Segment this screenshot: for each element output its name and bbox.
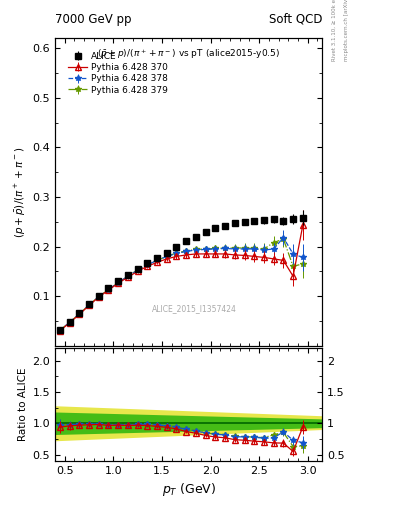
- Text: Soft QCD: Soft QCD: [269, 13, 322, 26]
- Text: ALICE_2015_I1357424: ALICE_2015_I1357424: [152, 304, 237, 313]
- Y-axis label: $(p + \bar{p})/(\pi^+ + \pi^-)$: $(p + \bar{p})/(\pi^+ + \pi^-)$: [13, 146, 28, 238]
- Text: mcplots.cern.ch [arXiv:1306.3436]: mcplots.cern.ch [arXiv:1306.3436]: [344, 0, 349, 61]
- X-axis label: $p_T$ (GeV): $p_T$ (GeV): [162, 481, 216, 498]
- Y-axis label: Ratio to ALICE: Ratio to ALICE: [18, 368, 28, 441]
- Legend: ALICE, Pythia 6.428 370, Pythia 6.428 378, Pythia 6.428 379: ALICE, Pythia 6.428 370, Pythia 6.428 37…: [65, 49, 171, 97]
- Text: 7000 GeV pp: 7000 GeV pp: [55, 13, 132, 26]
- Text: $(\bar{p}+p)/(\pi^++\pi^-)$ vs pT (alice2015-y0.5): $(\bar{p}+p)/(\pi^++\pi^-)$ vs pT (alice…: [97, 48, 280, 61]
- Text: Rivet 3.1.10, ≥ 100k events: Rivet 3.1.10, ≥ 100k events: [332, 0, 337, 61]
